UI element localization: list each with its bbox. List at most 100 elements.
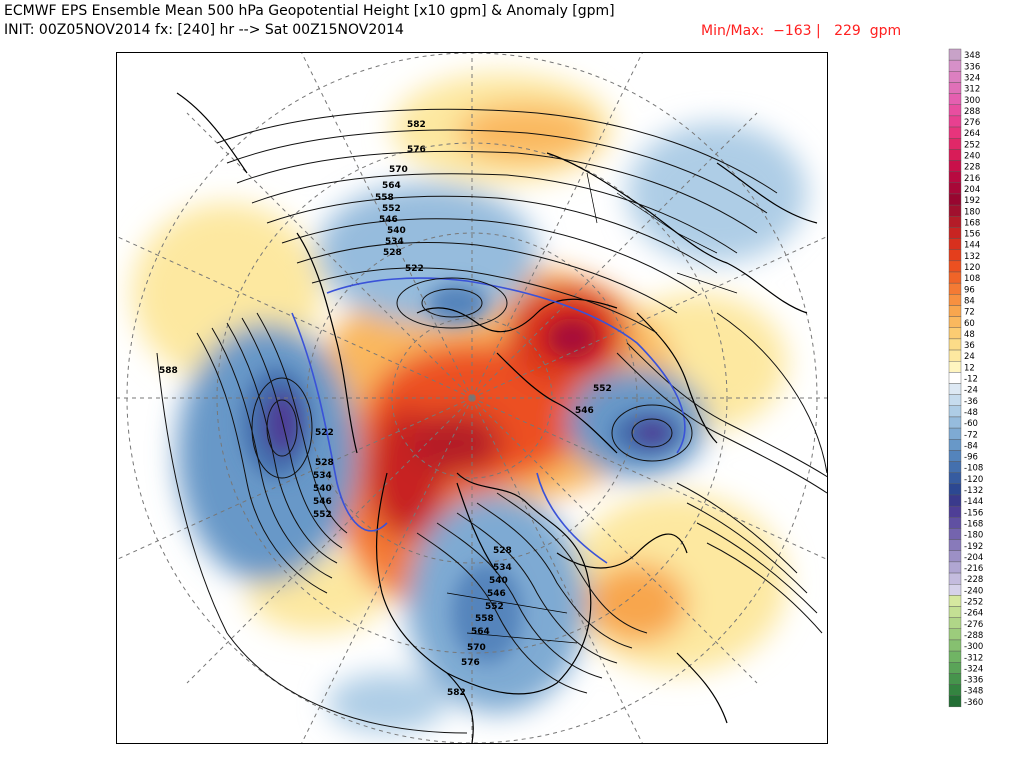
legend-label: -12 bbox=[964, 375, 978, 385]
legend-label: 12 bbox=[964, 363, 975, 373]
legend-label: -204 bbox=[964, 553, 983, 563]
legend-label: -24 bbox=[964, 386, 978, 396]
legend-label: 132 bbox=[964, 252, 980, 262]
contour-label: 534 bbox=[493, 563, 512, 573]
legend-swatch bbox=[948, 650, 962, 663]
legend-label: -288 bbox=[964, 631, 983, 641]
legend-swatch bbox=[948, 216, 962, 228]
anomaly-blob bbox=[412, 413, 502, 473]
legend-label: -72 bbox=[964, 430, 978, 440]
legend-label: 348 bbox=[964, 51, 980, 61]
legend-swatch bbox=[948, 383, 962, 395]
legend-swatch bbox=[948, 673, 962, 685]
legend-swatch bbox=[948, 561, 962, 574]
legend-label: -216 bbox=[964, 564, 983, 574]
legend-label: 216 bbox=[964, 174, 980, 184]
legend-label: 144 bbox=[964, 241, 980, 251]
contour-label: 552 bbox=[313, 510, 332, 520]
legend-swatch bbox=[948, 494, 962, 507]
anomaly-blob bbox=[587, 563, 687, 643]
polar-stereographic-map: 582 576 570 564 558 552 546 540 534 528 … bbox=[116, 52, 828, 744]
legend-label: 336 bbox=[964, 62, 980, 72]
legend-label: -348 bbox=[964, 687, 983, 697]
chart-title: ECMWF EPS Ensemble Mean 500 hPa Geopoten… bbox=[4, 3, 615, 19]
legend-swatch bbox=[948, 294, 962, 306]
contour-label: 534 bbox=[313, 471, 332, 481]
legend-label: 180 bbox=[964, 207, 980, 217]
legend-label: -36 bbox=[964, 397, 978, 407]
legend-swatch bbox=[948, 595, 962, 607]
graticule bbox=[117, 53, 827, 743]
legend-swatch bbox=[948, 539, 962, 551]
legend-label: 168 bbox=[964, 218, 980, 228]
contour-label: 546 bbox=[313, 497, 332, 507]
legend-label: -312 bbox=[964, 653, 983, 663]
legend-swatch bbox=[948, 684, 962, 696]
legend-swatch bbox=[948, 606, 962, 618]
legend-swatch bbox=[948, 662, 962, 674]
legend-label: -120 bbox=[964, 475, 983, 485]
height-contours bbox=[156, 108, 827, 734]
anomaly-blob bbox=[327, 673, 447, 733]
contour-label: 570 bbox=[389, 165, 408, 175]
legend-label: 48 bbox=[964, 330, 975, 340]
legend-swatch bbox=[948, 316, 962, 328]
anomaly-blob bbox=[634, 421, 670, 445]
contour-label: 540 bbox=[387, 226, 406, 236]
min-value: −163 bbox=[773, 23, 812, 39]
legend-label: 60 bbox=[964, 319, 975, 329]
contour-label: 528 bbox=[493, 546, 512, 556]
anomaly-blob bbox=[452, 563, 522, 663]
legend-label: -192 bbox=[964, 542, 983, 552]
contour-label: 534 bbox=[385, 237, 404, 247]
minmax-readout: Min/Max: −163 | 229 gpm bbox=[701, 23, 901, 39]
highlight-contours bbox=[291, 277, 686, 564]
max-value: 229 bbox=[834, 23, 861, 39]
legend-label: 120 bbox=[964, 263, 980, 273]
contour-label: 552 bbox=[485, 602, 504, 612]
legend-swatch bbox=[948, 171, 962, 184]
legend-label: -264 bbox=[964, 609, 983, 619]
legend-swatch bbox=[948, 695, 962, 708]
contour-label: 546 bbox=[379, 215, 398, 225]
legend-label: -240 bbox=[964, 586, 983, 596]
legend-label: 108 bbox=[964, 274, 980, 284]
legend-swatch bbox=[948, 394, 962, 406]
contour-label: 546 bbox=[575, 406, 594, 416]
legend-swatch bbox=[948, 282, 962, 295]
legend-swatch bbox=[948, 126, 962, 139]
legend-swatch bbox=[948, 528, 962, 540]
legend-swatch bbox=[948, 137, 962, 150]
legend-label: -324 bbox=[964, 664, 983, 674]
legend-swatch bbox=[948, 271, 962, 284]
contour-label: 552 bbox=[382, 204, 401, 214]
legend-label: 96 bbox=[964, 285, 975, 295]
legend-label: 264 bbox=[964, 129, 980, 139]
legend-swatch bbox=[948, 461, 962, 473]
legend-label: -252 bbox=[964, 598, 983, 608]
legend-swatch bbox=[948, 115, 962, 128]
legend-swatch bbox=[948, 628, 962, 641]
legend-label: -48 bbox=[964, 408, 978, 418]
legend-label: 156 bbox=[964, 230, 980, 240]
legend-label: 240 bbox=[964, 152, 980, 162]
legend-label: 300 bbox=[964, 96, 980, 106]
contour-label: 528 bbox=[383, 248, 402, 258]
legend-swatch bbox=[948, 450, 962, 462]
contour-label: 564 bbox=[382, 181, 401, 191]
legend-swatch bbox=[948, 584, 962, 596]
legend-label: 276 bbox=[964, 118, 980, 128]
legend-swatch bbox=[948, 472, 962, 485]
legend-swatch bbox=[948, 249, 962, 262]
contour-label: 588 bbox=[159, 366, 178, 376]
legend-swatch bbox=[948, 416, 962, 429]
contour-label: 558 bbox=[375, 193, 394, 203]
legend-swatch bbox=[948, 160, 962, 172]
legend-swatch bbox=[948, 361, 962, 373]
legend-label: -180 bbox=[964, 531, 983, 541]
legend-label: -360 bbox=[964, 698, 983, 708]
contour-label: 540 bbox=[313, 484, 332, 494]
legend-swatch bbox=[948, 639, 962, 652]
legend-swatch bbox=[948, 349, 962, 362]
anomaly-blob bbox=[547, 318, 597, 358]
